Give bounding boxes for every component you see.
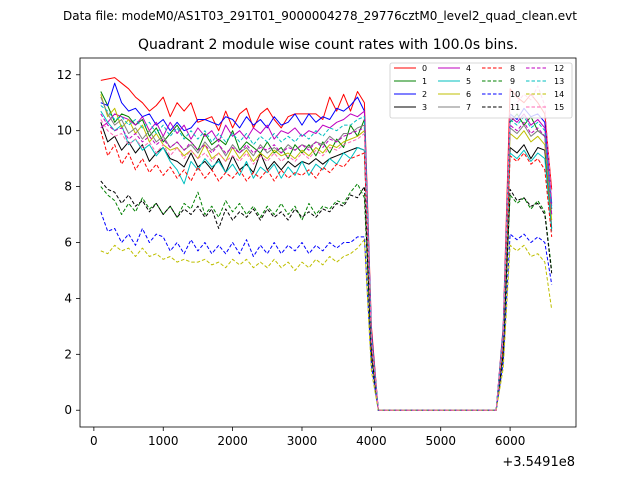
suptitle: Data file: modeM0/AS1T03_291T01_90000042… bbox=[63, 9, 577, 23]
x-tick-label: 6000 bbox=[495, 434, 526, 448]
x-tick-label: 5000 bbox=[425, 434, 456, 448]
legend-label-1: 1 bbox=[422, 77, 427, 86]
y-tick-label: 4 bbox=[64, 291, 72, 305]
y-axis: 0 2 4 6 8 10 12 bbox=[57, 68, 80, 417]
y-tick-label: 0 bbox=[64, 403, 72, 417]
legend-frame bbox=[389, 62, 573, 119]
series-line-15 bbox=[100, 85, 553, 411]
x-offset-label: +3.5491e8 bbox=[502, 455, 575, 470]
x-tick-label: 4000 bbox=[356, 434, 387, 448]
y-tick-label: 2 bbox=[64, 347, 72, 361]
legend-label-4: 4 bbox=[466, 64, 471, 73]
legend-label-6: 6 bbox=[466, 90, 471, 99]
x-tick-label: 1000 bbox=[148, 434, 179, 448]
legend-label-5: 5 bbox=[466, 77, 471, 86]
y-tick-label: 12 bbox=[57, 68, 72, 82]
legend-label-11: 11 bbox=[510, 103, 520, 112]
x-axis: 0 1000 2000 3000 4000 5000 6000 bbox=[90, 427, 525, 448]
y-tick-label: 8 bbox=[64, 180, 72, 194]
x-tick-label: 0 bbox=[90, 434, 98, 448]
series-layer bbox=[100, 77, 553, 411]
legend-label-13: 13 bbox=[554, 77, 564, 86]
legend-label-9: 9 bbox=[510, 77, 515, 86]
legend-label-2: 2 bbox=[422, 90, 427, 99]
legend-label-7: 7 bbox=[466, 103, 471, 112]
legend-label-15: 15 bbox=[554, 103, 564, 112]
legend-label-10: 10 bbox=[510, 90, 520, 99]
y-tick-label: 10 bbox=[57, 124, 72, 138]
legend-label-0: 0 bbox=[422, 64, 427, 73]
x-tick-label: 2000 bbox=[217, 434, 248, 448]
x-tick-label: 3000 bbox=[287, 434, 318, 448]
legend-label-8: 8 bbox=[510, 64, 515, 73]
chart-title: Quadrant 2 module wise count rates with … bbox=[138, 37, 518, 53]
series-line-14 bbox=[100, 239, 553, 411]
legend-label-3: 3 bbox=[422, 103, 427, 112]
legend-label-12: 12 bbox=[554, 64, 564, 73]
y-tick-label: 6 bbox=[64, 236, 72, 250]
legend-label-14: 14 bbox=[554, 90, 564, 99]
